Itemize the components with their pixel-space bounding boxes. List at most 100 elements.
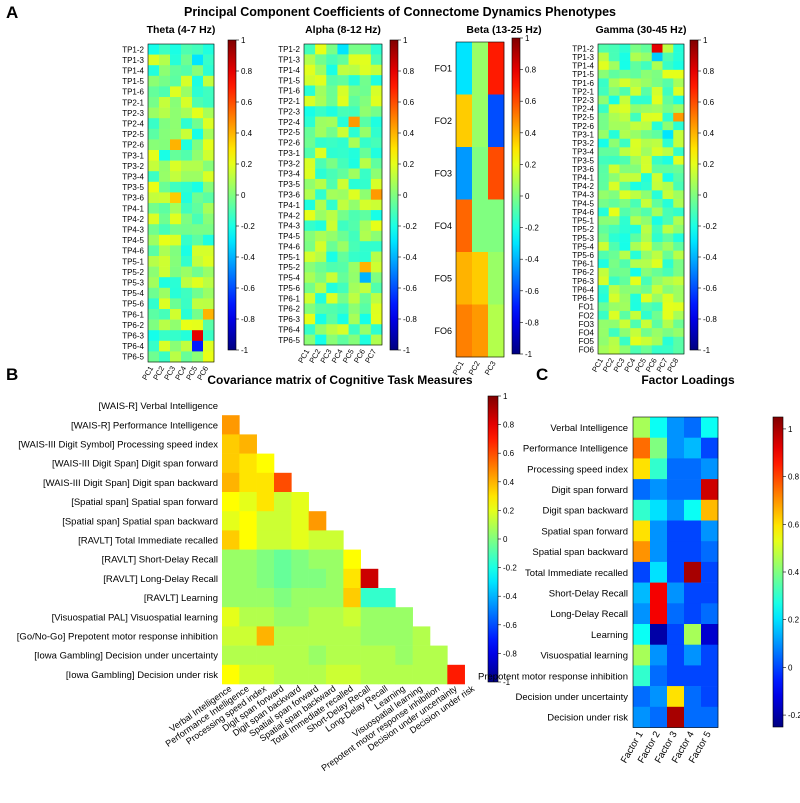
heatmap-cell xyxy=(630,112,642,122)
colorbar-a1-tick-label: -1 xyxy=(403,346,411,355)
heatmap-cell xyxy=(673,207,685,217)
heatmap-cell xyxy=(348,313,361,325)
heatmap-cell xyxy=(673,233,685,243)
heatmap-cell xyxy=(673,216,685,226)
loading-row-label: Digit span forward xyxy=(551,485,628,496)
loading-row-label: Processing speed index xyxy=(527,464,628,475)
heatmap-cell xyxy=(598,216,610,226)
heatmap-cell xyxy=(472,94,489,148)
heatmap-cell xyxy=(608,319,620,329)
heatmap-cell xyxy=(619,95,631,105)
heatmap-cell xyxy=(359,75,372,86)
heatmap-cell xyxy=(619,302,631,312)
heatmap-cell xyxy=(619,52,631,62)
loading-cell xyxy=(701,665,719,687)
matrix-cell xyxy=(222,415,240,435)
matrix-cell xyxy=(256,530,275,550)
heatmap-cell xyxy=(170,181,182,193)
heatmap-cell xyxy=(619,87,631,96)
heatmap-cell xyxy=(641,242,653,251)
heatmap-cell xyxy=(181,128,193,140)
heatmap-cell xyxy=(673,293,685,303)
matrix-cell xyxy=(360,626,379,646)
row-label: TP6-2 xyxy=(122,321,144,330)
matrix-cell xyxy=(274,511,292,531)
row-label: TP2-5 xyxy=(278,128,300,137)
heatmap-cell xyxy=(608,199,620,208)
heatmap-cell xyxy=(488,199,505,253)
heatmap-cell xyxy=(304,324,316,335)
matrix-cell xyxy=(256,568,275,589)
heatmap-cell xyxy=(315,137,327,149)
row-label: TP5-2 xyxy=(122,268,144,277)
heatmap-cell xyxy=(304,282,316,294)
heatmap-cell xyxy=(641,328,653,338)
heatmap-cell xyxy=(630,302,642,312)
row-label: TP2-3 xyxy=(572,96,594,105)
heatmap-cell xyxy=(192,44,204,55)
heatmap-cell xyxy=(619,328,631,338)
loading-cell xyxy=(650,561,668,583)
heatmap-cell xyxy=(598,130,610,140)
heatmap-cell xyxy=(608,104,620,114)
row-label: TP1-6 xyxy=(122,88,144,97)
matrix-cell xyxy=(360,645,379,666)
heatmap-cell xyxy=(326,313,338,325)
heatmap-cell xyxy=(181,139,193,151)
heatmap-cell xyxy=(598,69,610,79)
matrix-cell xyxy=(326,626,344,646)
loading-cell xyxy=(684,582,702,604)
loading-row-label: Decision under risk xyxy=(547,713,628,724)
heatmap-cell xyxy=(326,241,338,252)
loading-row-label: Spatial span backward xyxy=(532,547,628,558)
heatmap-cell xyxy=(662,310,674,320)
row-label: TP3-2 xyxy=(572,139,594,148)
heatmap-cell xyxy=(673,310,685,320)
row-label: TP1-4 xyxy=(278,66,300,75)
heatmap-cell xyxy=(170,65,182,77)
col-label: PC7 xyxy=(363,348,378,365)
row-label: TP6-3 xyxy=(278,315,300,324)
heatmap-cell xyxy=(651,155,663,165)
row-label: TP5-1 xyxy=(278,253,300,262)
matrix-cell xyxy=(291,492,309,512)
heatmap-cell xyxy=(641,164,653,174)
heatmap-cell xyxy=(192,330,204,342)
heatmap-cell xyxy=(673,190,685,200)
loading-cell xyxy=(701,499,719,521)
heatmap-cell xyxy=(170,256,182,267)
heatmap-cell xyxy=(304,137,316,149)
heatmap-cell xyxy=(337,116,349,128)
heatmap-cell xyxy=(370,127,383,138)
heatmap-cell xyxy=(304,54,316,66)
heatmap-cell xyxy=(359,116,372,128)
heatmap-cell xyxy=(662,302,674,312)
loading-cell xyxy=(667,624,685,645)
heatmap-cell xyxy=(651,78,663,88)
colorbar-a3-tick-label: -0.4 xyxy=(703,253,717,262)
row-label: TP3-2 xyxy=(278,159,300,168)
heatmap-cell xyxy=(651,104,663,114)
heatmap-cell xyxy=(203,86,215,98)
heatmap-cell xyxy=(170,309,182,320)
panel-letter-b: B xyxy=(6,365,18,384)
heatmap-cell xyxy=(370,210,383,221)
row-label: TP4-3 xyxy=(122,226,144,235)
heatmap-cell xyxy=(598,121,610,131)
heatmap-cell xyxy=(662,181,674,191)
row-label: TP3-2 xyxy=(122,162,144,171)
loading-row-label: Spatial span forward xyxy=(541,526,628,537)
heatmap-cell xyxy=(608,233,620,243)
heatmap-cell xyxy=(148,128,160,140)
heatmap-cell xyxy=(348,54,361,66)
heatmap-cell xyxy=(598,207,610,217)
heatmap-cell xyxy=(673,95,685,105)
row-label: TP2-4 xyxy=(278,118,300,127)
heatmap-cell xyxy=(192,287,204,299)
matrix-cell xyxy=(308,626,327,646)
heatmap-cell xyxy=(348,106,361,117)
heatmap-cell xyxy=(662,78,674,88)
heatmap-cell xyxy=(641,61,653,71)
row-label: TP5-6 xyxy=(122,300,144,309)
matrix-cell xyxy=(222,511,240,531)
